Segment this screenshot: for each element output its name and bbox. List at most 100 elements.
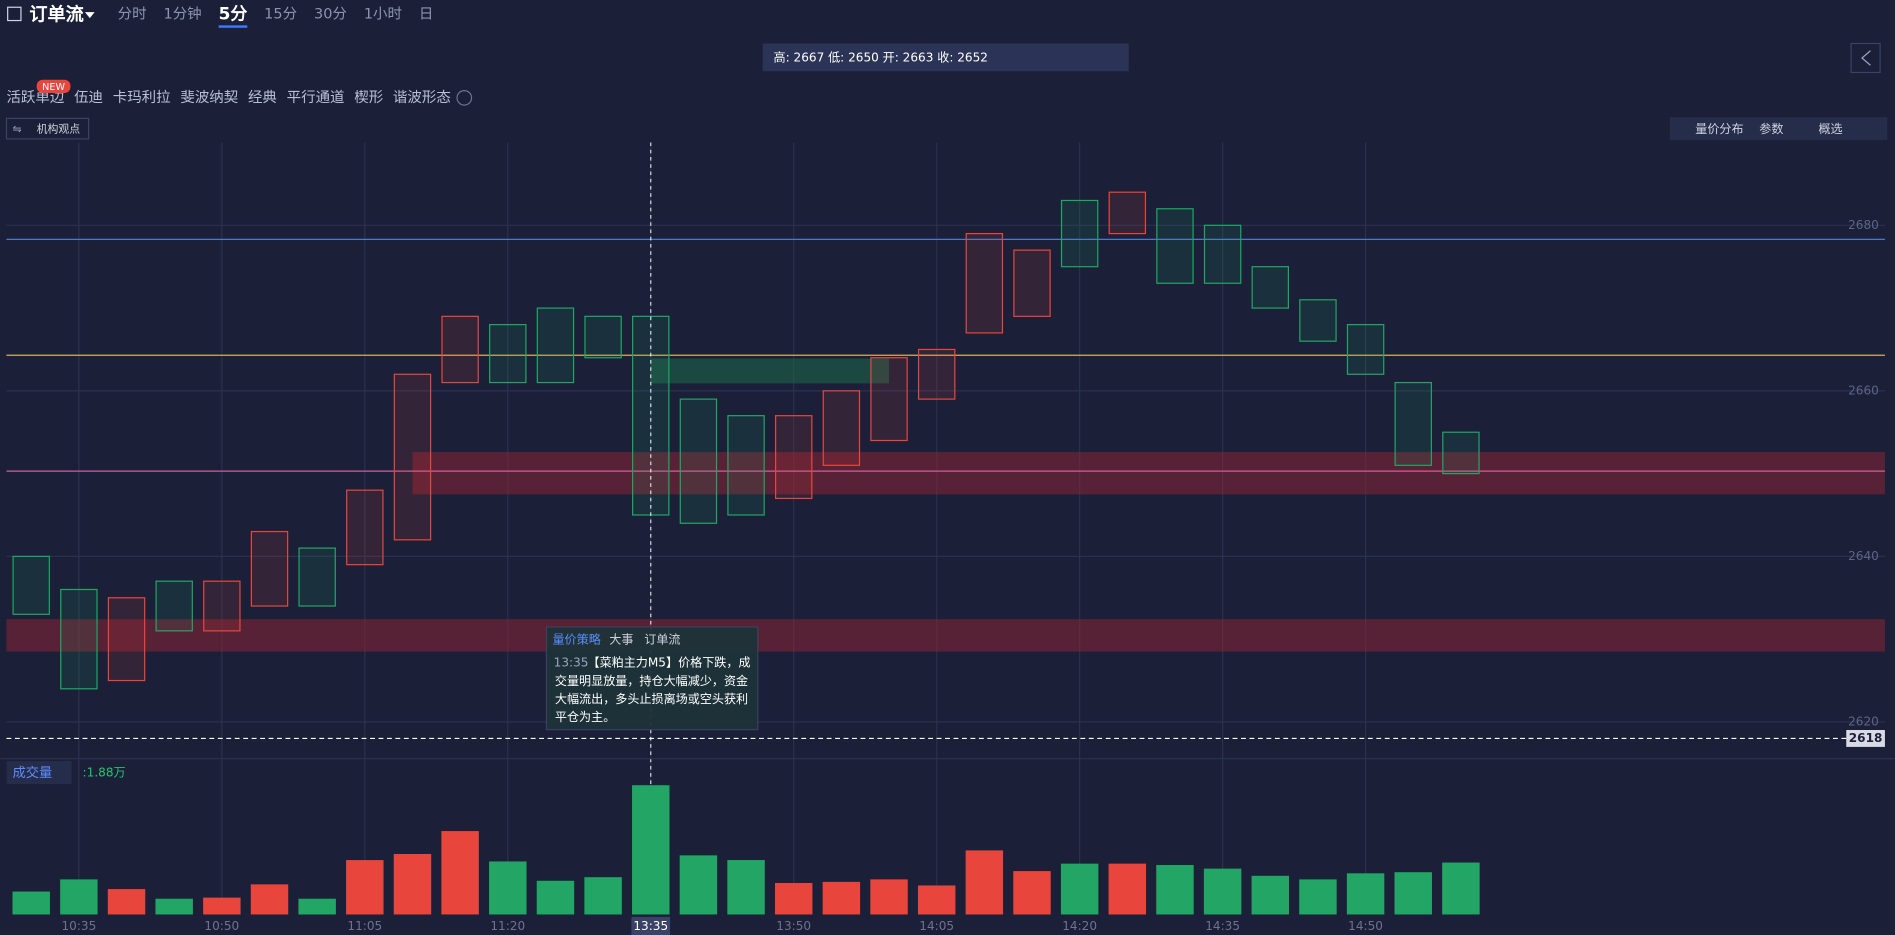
tooltip-line: 平仓为主。 <box>555 710 615 724</box>
help-icon[interactable] <box>456 89 473 106</box>
timeframe-tab[interactable]: 30分 <box>314 5 347 22</box>
badge: NEW <box>42 82 65 93</box>
footprint-box <box>489 324 527 384</box>
indicator-tab[interactable]: 斐波纳契 <box>180 89 238 106</box>
volume-bar <box>1346 873 1385 915</box>
footprint-box <box>1203 224 1242 284</box>
y-tick-label: 2660 <box>1848 383 1879 397</box>
tooltip-tab[interactable]: 量价策略 <box>552 632 600 647</box>
tooltip-line: 大幅流出，多头止损离场或空头获利 <box>555 691 748 706</box>
footprint-box <box>536 307 575 384</box>
volume-bar <box>679 855 718 915</box>
volume-bar <box>1060 863 1099 915</box>
institution-label[interactable]: 机构观点 <box>37 121 81 135</box>
volume-bar <box>203 897 241 915</box>
title-icon <box>7 6 22 22</box>
footprint-box <box>679 398 718 524</box>
volume-bar <box>1442 862 1480 915</box>
volume-bar <box>346 860 384 915</box>
zone <box>650 358 890 384</box>
timeframe-tab[interactable]: 日 <box>419 6 433 22</box>
footprint-box <box>155 580 193 632</box>
footprint-box <box>1156 208 1194 284</box>
y-tick-label: 2640 <box>1848 549 1879 563</box>
volume-bar <box>822 881 861 915</box>
volume-value: :1.88万 <box>83 766 126 780</box>
tooltip-line: 【菜粕主力M5】价格下跌，成 <box>588 655 751 670</box>
volume-bar <box>632 785 670 915</box>
volume-bar <box>250 884 289 915</box>
footprint-box <box>1346 324 1385 375</box>
volume-bar <box>489 861 527 915</box>
timeframe-tab[interactable]: 1分钟 <box>163 5 201 22</box>
indicator-tab[interactable]: 伍迪 <box>74 89 103 106</box>
indicator-tab[interactable]: 卡玛利拉 <box>113 89 171 106</box>
tooltip-time: 13:35 <box>554 656 589 670</box>
timeframe-tab[interactable]: 5分 <box>219 3 248 23</box>
volume-bar <box>1203 868 1242 915</box>
x-tick-label: 11:05 <box>347 919 382 933</box>
volume-bar <box>107 889 146 915</box>
indicator-tab[interactable]: 楔形 <box>354 89 383 106</box>
institution-icon: ⇋ <box>13 122 22 135</box>
toolbar-button[interactable]: 概选 <box>1818 122 1842 136</box>
volume-bar <box>774 882 813 915</box>
collapse-button[interactable] <box>1850 42 1881 74</box>
footprint-box <box>1251 266 1290 309</box>
tooltip-tab[interactable]: 大事 <box>609 633 633 647</box>
volume-label[interactable]: 成交量 <box>13 764 53 781</box>
footprint-box <box>298 547 336 607</box>
footprint-box <box>1299 299 1337 342</box>
footprint-box <box>60 588 98 690</box>
indicator-tab[interactable]: 活跃单边 <box>6 89 64 106</box>
volume-label-bg <box>6 761 72 784</box>
x-tick-label: 14:20 <box>1062 919 1097 933</box>
info-box <box>762 43 1129 72</box>
zone <box>412 452 1885 495</box>
footprint-box <box>1013 249 1051 317</box>
volume-bar <box>1156 865 1194 915</box>
volume-bar <box>1013 871 1051 915</box>
volume-bar <box>60 879 98 915</box>
volume-bar <box>584 877 622 915</box>
tooltip-line: 交量明显放量，持仓大幅减少，资金 <box>555 673 748 688</box>
volume-bar <box>441 831 479 915</box>
footprint-box <box>1108 191 1147 235</box>
x-tick-label: 13:50 <box>776 919 811 933</box>
footprint-box <box>1442 431 1480 475</box>
indicator-tab[interactable]: 平行通道 <box>287 89 345 106</box>
footprint-box <box>441 315 479 384</box>
volume-bar <box>298 898 336 915</box>
volume-bar <box>12 891 50 915</box>
x-tick-label: 14:50 <box>1348 919 1383 933</box>
timeframe-tab[interactable]: 分时 <box>118 5 147 22</box>
timeframe-tab[interactable]: 15分 <box>264 5 297 22</box>
app-title: 订单流 <box>29 4 83 26</box>
footprint-box <box>393 373 432 541</box>
dropdown-arrow <box>84 12 95 19</box>
x-tick-label: 11:20 <box>490 919 525 933</box>
footprint-box <box>870 357 908 442</box>
collapse-arrow <box>1861 50 1871 66</box>
tooltip-tab[interactable]: 订单流 <box>644 633 680 647</box>
footprint-box <box>1060 199 1099 268</box>
toolbar <box>1669 117 1888 141</box>
y-tick-label: 2680 <box>1848 218 1879 232</box>
badge-bg <box>36 79 71 94</box>
footprint-box <box>822 390 861 466</box>
footprint-box <box>727 415 765 516</box>
footprint-box <box>584 315 622 359</box>
indicator-tab[interactable]: 经典 <box>248 89 277 106</box>
indicator-tab[interactable]: 谐波形态 <box>393 89 451 106</box>
timeframe-tab[interactable]: 1小时 <box>364 5 402 22</box>
toolbar-button[interactable]: 参数 <box>1759 121 1783 136</box>
footprint-box <box>203 580 241 632</box>
toolbar-button[interactable]: 量价分布 <box>1695 122 1743 136</box>
volume-bar <box>1299 879 1337 915</box>
footprint-box <box>1394 381 1432 466</box>
active-underline <box>218 25 248 28</box>
volume-bar <box>870 879 908 915</box>
x-tick-label: 14:05 <box>919 919 954 933</box>
